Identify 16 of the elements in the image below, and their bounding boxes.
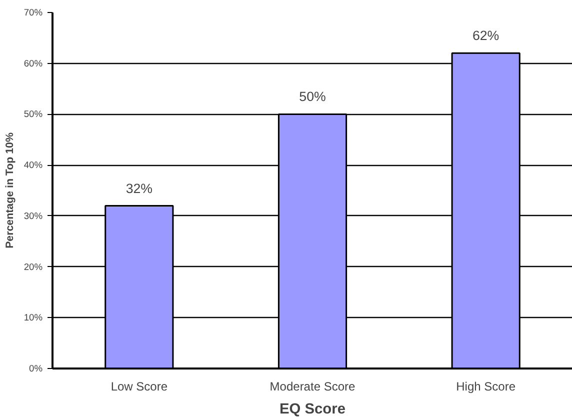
y-tick-label: 70%	[24, 8, 42, 18]
data-label: 50%	[299, 89, 326, 104]
data-label: 62%	[472, 28, 500, 44]
y-tick-label: 40%	[24, 160, 42, 170]
x-tick-label: High Score	[456, 380, 516, 394]
y-tick-label: 0%	[29, 364, 42, 374]
y-tick-label: 20%	[24, 262, 42, 272]
y-tick-label: 50%	[24, 109, 42, 120]
y-tick-label: 10%	[24, 312, 42, 323]
y-axis-title: Percentage in Top 10%	[4, 132, 16, 248]
x-axis-title: EQ Score	[280, 402, 346, 418]
y-tick-label: 30%	[24, 210, 42, 221]
x-tick-label: Low Score	[110, 380, 168, 394]
data-label: 32%	[126, 180, 153, 196]
y-tick-label: 60%	[24, 58, 42, 68]
x-tick-label: Moderate Score	[270, 380, 356, 394]
